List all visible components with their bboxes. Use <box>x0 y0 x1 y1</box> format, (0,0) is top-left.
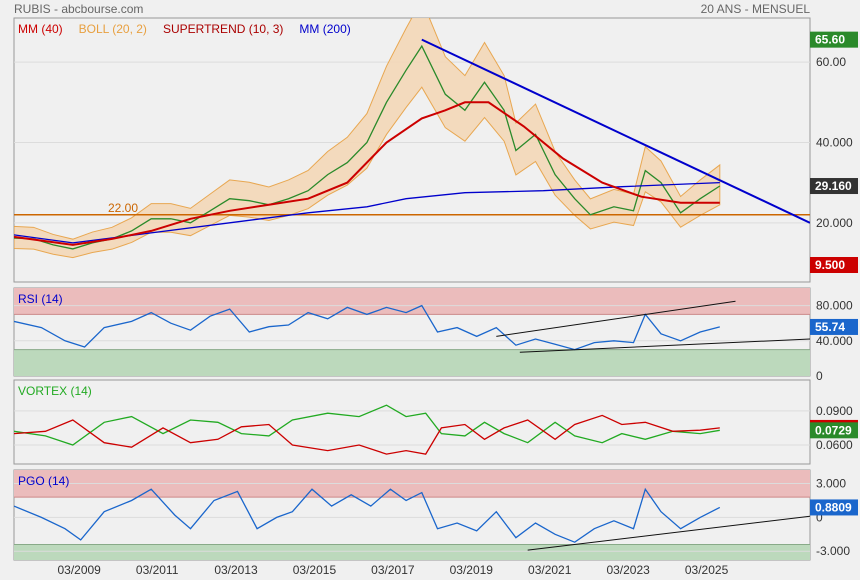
x-tick-label: 03/2017 <box>371 563 415 577</box>
rsi-value-tag <box>810 318 858 335</box>
x-tick-label: 03/2019 <box>450 563 494 577</box>
price-plot-area <box>14 18 810 259</box>
rsi-oversold-band <box>14 349 810 376</box>
vortex-legend-entry: VORTEX (14) <box>18 384 92 398</box>
rsi-trendline <box>496 300 736 337</box>
vortex-plot-area <box>14 404 810 455</box>
vortex-y-tick-label: 0.0900 <box>816 404 853 418</box>
x-tick-label: 03/2023 <box>606 563 650 577</box>
x-tick-label: 03/2025 <box>685 563 729 577</box>
x-tick-label: 03/2021 <box>528 563 572 577</box>
x-tick-label: 03/2009 <box>57 563 101 577</box>
pgo-trendline <box>527 515 810 551</box>
vortex-series-vi- <box>14 404 720 446</box>
pgo-value-tag-label: 0.8809 <box>815 500 852 514</box>
x-tick-label: 03/2013 <box>214 563 258 577</box>
price-y-tick-label: 60.00 <box>816 55 846 69</box>
chart-period-label: 20 ANS - MENSUEL <box>700 2 810 16</box>
rsi-legend-entry: RSI (14) <box>18 292 63 306</box>
vortex-panel-frame <box>13 379 811 465</box>
price-legend-entry: BOLL (20, 2) <box>79 22 147 36</box>
pgo-y-tick-label: 0 <box>816 510 823 524</box>
price-value-tag <box>810 178 858 195</box>
vortex-value-tag <box>810 422 858 439</box>
chart-source-label: RUBIS - abcbourse.com <box>14 2 144 16</box>
rsi-y-tick-label: 0 <box>816 369 823 383</box>
vortex-series-vi- <box>14 414 720 455</box>
price-legend-entry: SUPERTREND (10, 3) <box>163 22 283 36</box>
x-tick-label: 03/2015 <box>293 563 337 577</box>
price-y-tick-label: 40.000 <box>816 135 853 149</box>
price-value-tag <box>810 257 858 273</box>
pgo-series-pgo <box>14 487 721 543</box>
pgo-legend-entry: PGO (14) <box>18 474 69 488</box>
rsi-y-tick-label: 40.000 <box>816 334 853 348</box>
rsi-value-tag-label: 55.74 <box>815 320 845 334</box>
rsi-trendline <box>519 338 810 353</box>
pgo-y-tick-label: -3.000 <box>816 544 850 558</box>
price-legend-entry: MM (200) <box>299 22 350 36</box>
price-value-tag-label: 9.500 <box>815 258 845 272</box>
vortex-value-tag-label: 0.0729 <box>815 423 852 437</box>
price-value-tag-label: 65.60 <box>815 33 845 47</box>
price-series-trendline <box>421 38 810 224</box>
price-series-mm-40- <box>14 101 720 246</box>
price-legend-entry: MM (40) <box>18 22 63 36</box>
price-y-tick-label: 20.000 <box>816 216 853 230</box>
rsi-series-rsi <box>14 304 720 351</box>
vortex-y-tick-label: 0.0600 <box>816 438 853 452</box>
price-value-tag <box>810 31 858 48</box>
price-series-close <box>14 44 721 250</box>
rsi-plot-area <box>14 288 810 376</box>
pgo-value-tag <box>810 499 858 516</box>
support-level-label: 22.00 <box>108 201 138 215</box>
pgo-y-tick-label: 3.000 <box>816 477 846 491</box>
pgo-plot-area <box>14 470 810 560</box>
price-value-tag-label: 29.160 <box>815 179 852 193</box>
pgo-oversold-band <box>14 544 810 560</box>
rsi-y-tick-label: 80.000 <box>816 299 853 313</box>
x-tick-label: 03/2011 <box>136 563 179 577</box>
bollinger-envelope <box>14 18 721 259</box>
